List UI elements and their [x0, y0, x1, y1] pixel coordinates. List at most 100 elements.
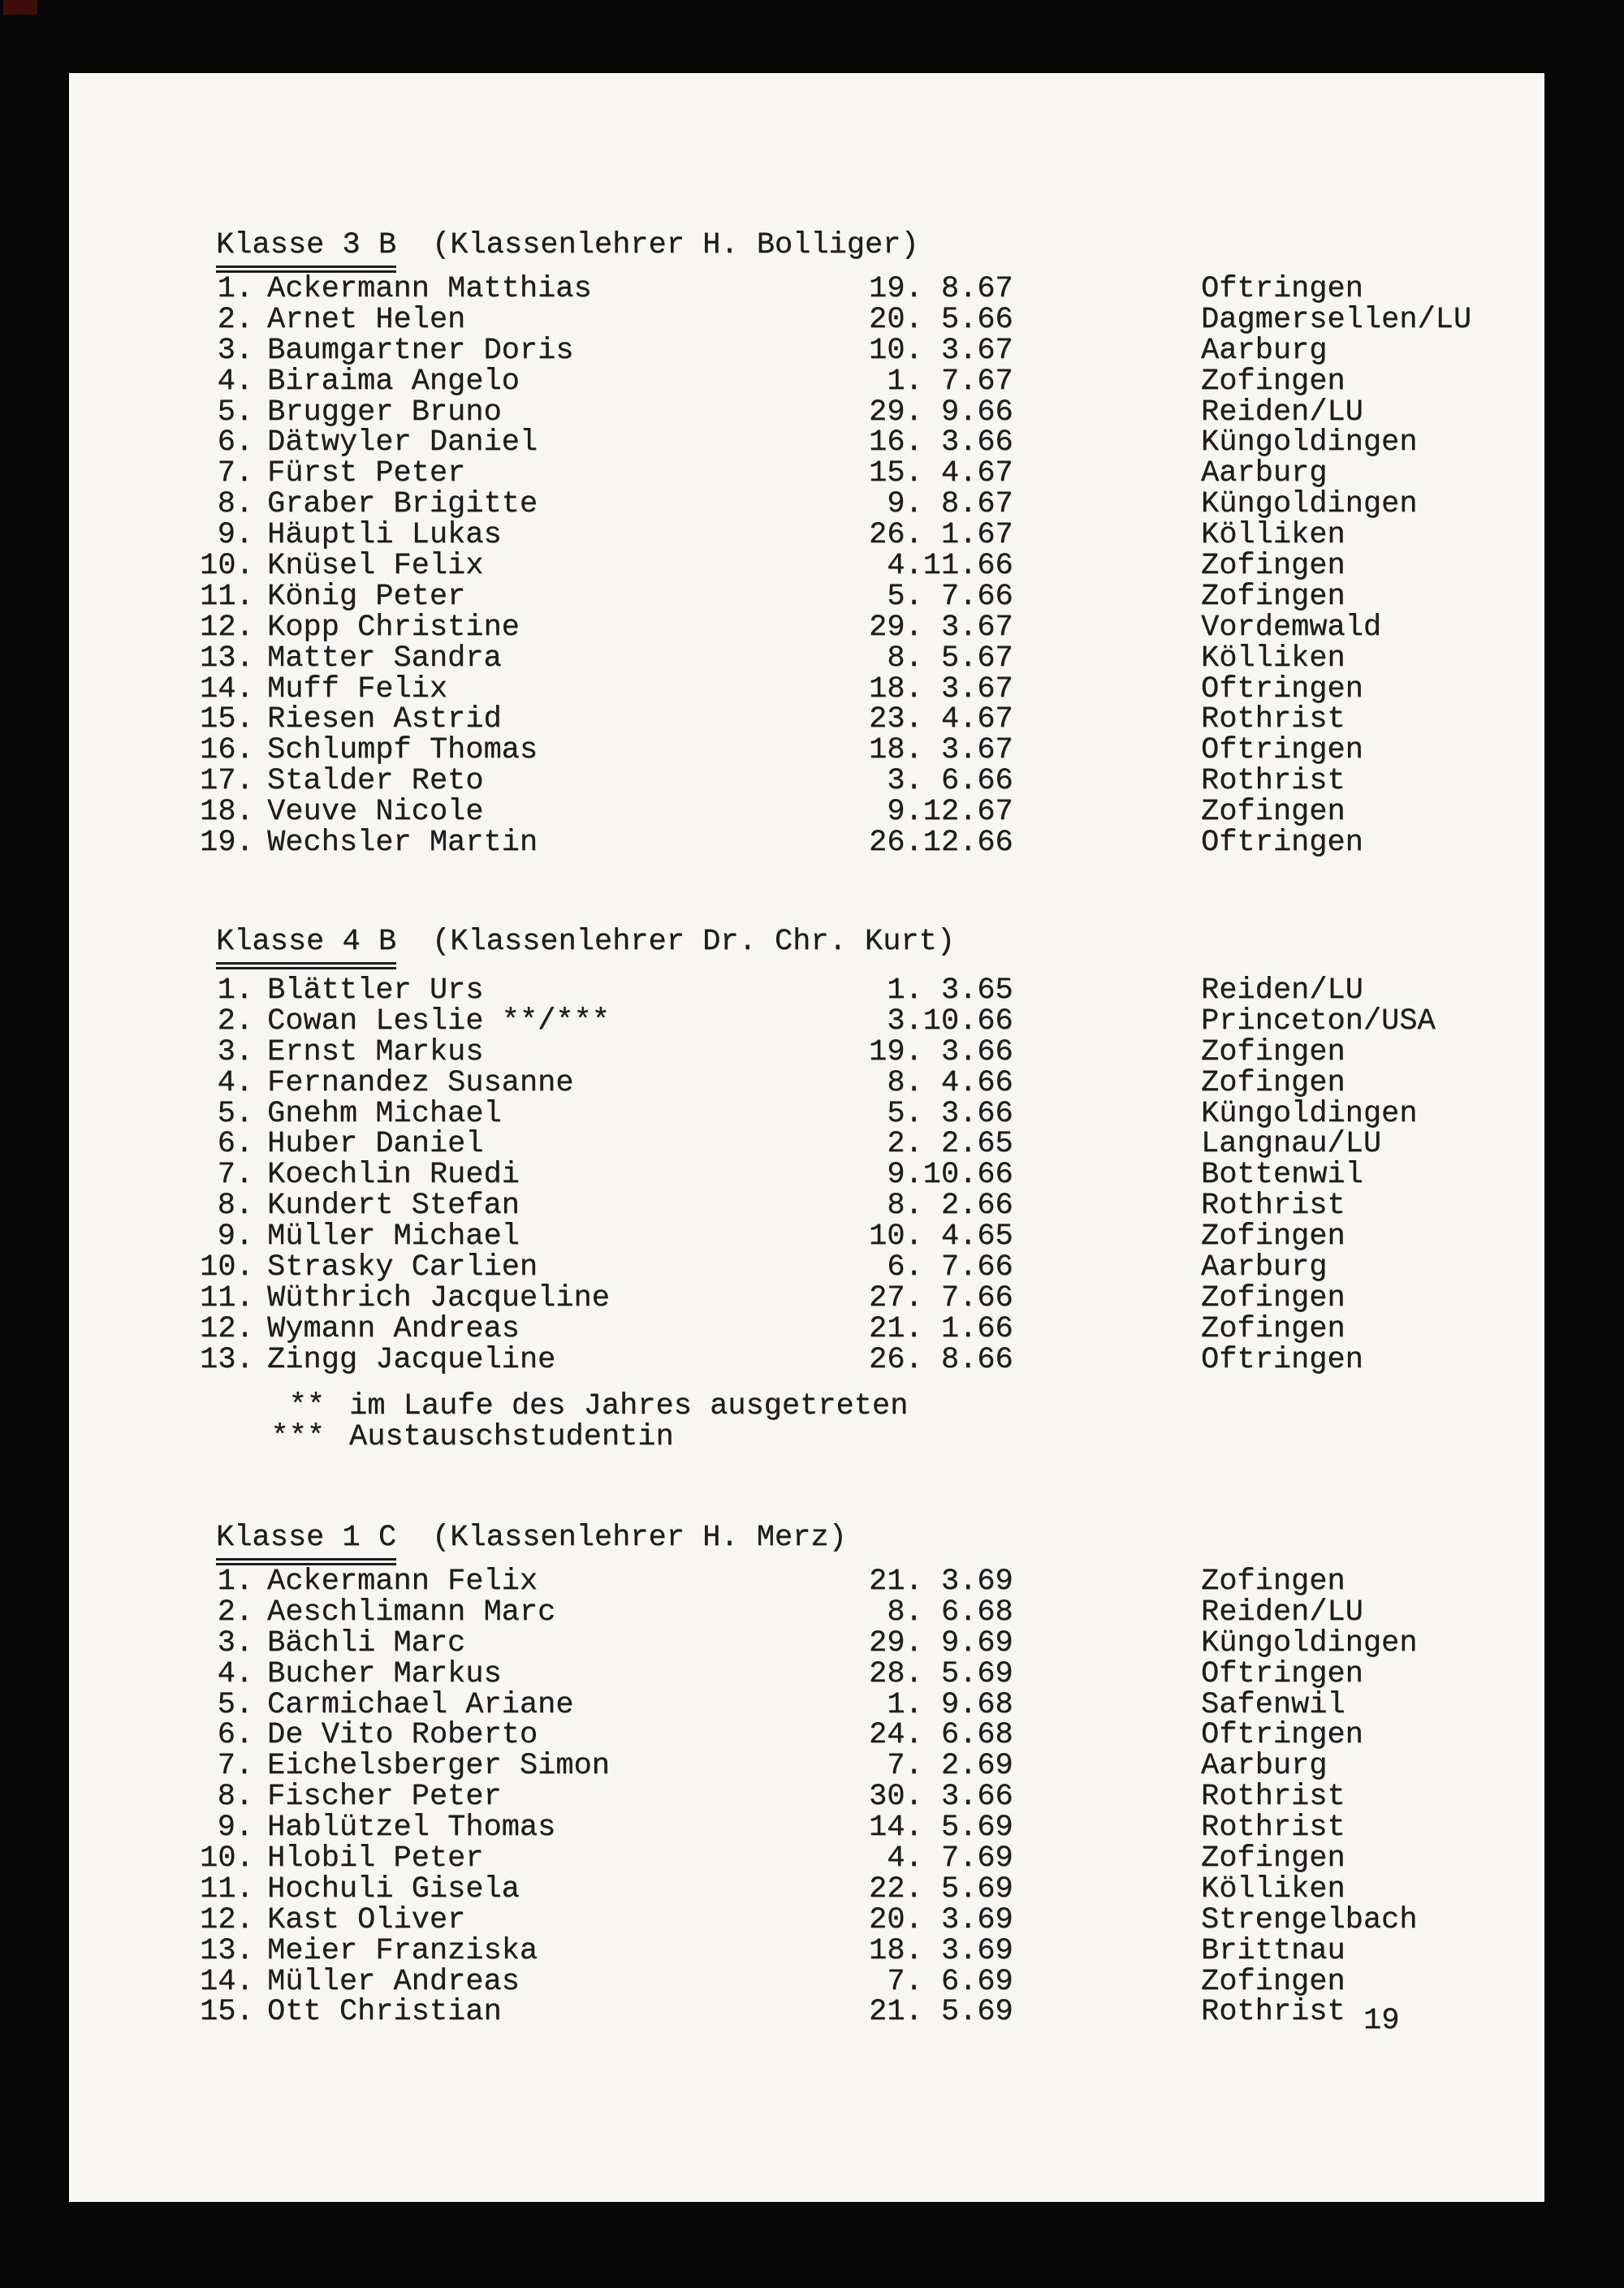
document-page: Klasse 3 B (Klassenlehrer H. Bolliger) 1. A…: [69, 73, 1544, 2202]
birth-date: 28. 5.69: [869, 1656, 1013, 1691]
student-name: Knüsel Felix: [267, 549, 484, 584]
student-row: 13. Meier Franziska 18. 3.69 Brittnau: [200, 1936, 1520, 1967]
student-name: Biraima Angelo: [267, 364, 520, 399]
birth-date: 19. 3.66: [869, 1034, 1013, 1069]
student-number: 14.: [200, 671, 254, 706]
student-name: Blättler Urs: [267, 973, 484, 1008]
student-number: 10.: [200, 1250, 254, 1285]
student-row: 12. Kast Oliver 20. 3.69 Strengelbach: [200, 1905, 1520, 1936]
student-number: 18.: [200, 795, 254, 830]
student-number: 1.: [217, 272, 253, 306]
student-list-1c: 1. Ackermann Felix 21. 3.69 Zofingen 2. Aesch…: [200, 1565, 1520, 2030]
birthplace: Zofingen: [1201, 364, 1345, 399]
birth-date: 5. 3.66: [869, 1096, 1013, 1131]
student-row: 8. Kundert Stefan 8. 2.66 Rothrist: [200, 1190, 1520, 1222]
student-number: 4.: [217, 364, 253, 399]
student-number: 6.: [217, 1127, 253, 1162]
birth-date: 18. 3.69: [869, 1933, 1013, 1968]
birth-date: 9.12.67: [869, 795, 1013, 830]
birth-date: 30. 3.66: [869, 1780, 1013, 1815]
birth-date: 16. 3.66: [869, 425, 1013, 460]
student-row: 8. Fischer Peter 30. 3.66 Rothrist: [200, 1780, 1520, 1815]
footnotes-4b: ** im Laufe des Jahres ausgetreten *** Aust…: [200, 1389, 908, 1453]
student-row: 9. Müller Michael 10. 4.65 Zofingen: [200, 1220, 1520, 1254]
student-name: Strasky Carlien: [267, 1250, 538, 1285]
birth-date: 6. 7.66: [869, 1250, 1013, 1285]
birthplace: Rothrist: [1201, 1995, 1345, 2030]
student-name: Müller Michael: [267, 1220, 520, 1254]
student-name: König Peter: [267, 579, 466, 614]
class-title: Klasse 1 C: [216, 1520, 397, 1565]
student-number: 16.: [200, 733, 254, 768]
birth-date: 21. 1.66: [869, 1311, 1013, 1346]
student-name: Baumgartner Doris: [267, 333, 574, 368]
birth-date: 27. 7.66: [869, 1280, 1013, 1315]
student-name: Häuptli Lukas: [267, 518, 502, 553]
birth-date: 21. 5.69: [869, 1995, 1013, 2030]
student-name: Matter Sandra: [267, 641, 502, 676]
student-row: 7. Eichelsberger Simon 7. 2.69 Aarburg: [200, 1751, 1520, 1782]
student-number: 5.: [217, 1096, 253, 1131]
student-number: 10.: [200, 1841, 254, 1876]
student-number: 5.: [217, 1687, 253, 1722]
student-row: 14. Müller Andreas 7. 6.69 Zofingen: [200, 1964, 1520, 1999]
student-number: 3.: [217, 333, 253, 368]
student-row: 11. König Peter 5. 7.66 Zofingen: [200, 579, 1520, 614]
birthplace: Zofingen: [1201, 1065, 1345, 1100]
birth-date: 4. 7.69: [869, 1841, 1013, 1876]
birthplace: Rothrist: [1201, 1811, 1345, 1846]
birthplace: Rothrist: [1201, 764, 1345, 799]
birthplace: Kölliken: [1201, 1871, 1345, 1906]
student-number: 9.: [217, 1811, 253, 1846]
student-number: 10.: [200, 549, 254, 584]
student-number: 7.: [217, 1749, 253, 1784]
student-row: 6. Huber Daniel 2. 2.65 Langnau/LU: [200, 1129, 1520, 1160]
student-name: Ackermann Matthias: [267, 272, 592, 306]
student-number: 13.: [200, 641, 254, 676]
student-name: Eichelsberger Simon: [267, 1749, 610, 1784]
birth-date: 3.10.66: [869, 1004, 1013, 1038]
student-row: 2. Arnet Helen 20. 5.66 Dagmersellen/LU: [200, 302, 1520, 337]
birth-date: 21. 3.69: [869, 1565, 1013, 1599]
student-name: Huber Daniel: [267, 1127, 484, 1162]
student-name: Bucher Markus: [267, 1656, 502, 1691]
student-row: 10. Strasky Carlien 6. 7.66 Aarburg: [200, 1250, 1520, 1285]
student-name: Ott Christian: [267, 1995, 502, 2030]
scan-artifact-red: [3, 0, 37, 15]
student-list-3b: 1. Ackermann Matthias 19. 8.67 Oftringen 2. A…: [200, 274, 1520, 859]
birthplace: Oftringen: [1201, 1718, 1363, 1753]
teacher-label: (Klassenlehrer H. Merz): [432, 1521, 847, 1555]
student-number: 6.: [217, 425, 253, 460]
student-name: Ernst Markus: [267, 1034, 484, 1069]
student-number: 14.: [200, 1964, 254, 1999]
student-row: 16. Schlumpf Thomas 18. 3.67 Oftringen: [200, 733, 1520, 768]
student-number: 1.: [217, 973, 253, 1008]
birth-date: 18. 3.67: [869, 671, 1013, 706]
student-row: 3. Ernst Markus 19. 3.66 Zofingen: [200, 1034, 1520, 1069]
birthplace: Oftringen: [1201, 826, 1363, 861]
birth-date: 15. 4.67: [869, 456, 1013, 491]
class-title: Klasse 3 B: [216, 227, 397, 273]
student-row: 4. Fernandez Susanne 8. 4.66 Zofingen: [200, 1068, 1520, 1099]
footnote: *** Austauschstudentin: [200, 1422, 908, 1453]
page-number: 19: [1363, 2004, 1400, 2038]
birth-date: 1. 7.67: [869, 364, 1013, 399]
birth-date: 9. 8.67: [869, 487, 1013, 522]
student-row: 3. Baumgartner Doris 10. 3.67 Aarburg: [200, 333, 1520, 368]
student-row: 9. Hablützel Thomas 14. 5.69 Rothrist: [200, 1811, 1520, 1846]
student-row: 17. Stalder Reto 3. 6.66 Rothrist: [200, 766, 1520, 797]
student-number: 8.: [217, 487, 253, 522]
student-name: Meier Franziska: [267, 1933, 538, 1968]
student-row: 4. Biraima Angelo 1. 7.67 Zofingen: [200, 364, 1520, 399]
birthplace: Zofingen: [1201, 579, 1345, 614]
student-number: 9.: [217, 1220, 253, 1254]
student-number: 6.: [217, 1718, 253, 1753]
footnote-marker: **: [288, 1389, 325, 1423]
birthplace: Dagmersellen/LU: [1201, 302, 1472, 337]
student-name: Zingg Jacqueline: [267, 1342, 556, 1377]
birth-date: 18. 3.67: [869, 733, 1013, 768]
birth-date: 29. 3.67: [869, 610, 1013, 645]
student-name: Arnet Helen: [267, 302, 466, 337]
birthplace: Rothrist: [1201, 1780, 1345, 1815]
student-name: Stalder Reto: [267, 764, 484, 799]
